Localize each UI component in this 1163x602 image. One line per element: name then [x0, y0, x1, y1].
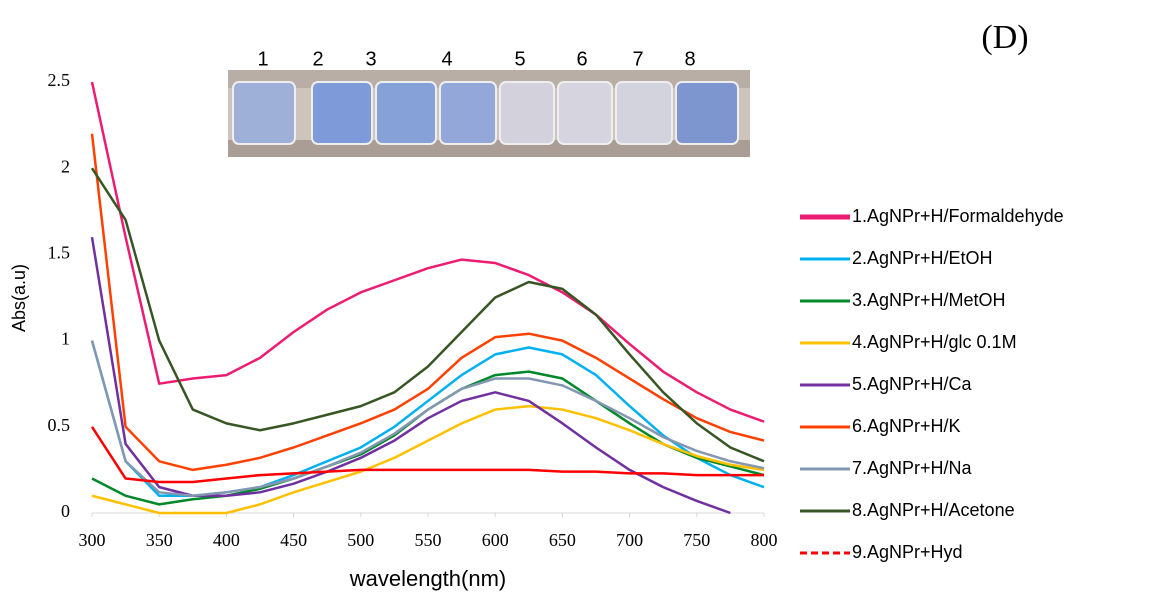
legend-label: 1.AgNPr+H/Formaldehyde [852, 206, 1064, 226]
legend-label: 3.AgNPr+H/MetOH [852, 290, 1006, 310]
legend-label: 6.AgNPr+H/K [852, 416, 961, 436]
x-tick-label: 550 [415, 530, 442, 550]
vial [311, 81, 373, 145]
x-tick-label: 450 [280, 530, 307, 550]
inset-label: 8 [684, 48, 695, 70]
panel-label: (D) [981, 19, 1028, 56]
y-tick-label: 2 [61, 156, 70, 176]
inset-label: 5 [514, 48, 525, 70]
y-tick-label: 2.5 [48, 70, 71, 90]
x-tick-label: 400 [213, 530, 240, 550]
x-tick-label: 350 [146, 530, 173, 550]
vial [439, 81, 497, 145]
legend-label: 2.AgNPr+H/EtOH [852, 248, 993, 268]
x-tick-label: 700 [616, 530, 643, 550]
x-tick-label: 300 [79, 530, 106, 550]
inset-label: 4 [441, 48, 452, 70]
y-tick-label: 1.5 [48, 243, 71, 263]
x-tick-label: 600 [482, 530, 509, 550]
series-line [91, 404, 765, 515]
vial [675, 81, 739, 145]
legend-label: 8.AgNPr+H/Acetone [852, 500, 1015, 520]
legend-label: 5.AgNPr+H/Ca [852, 374, 973, 394]
series-line [90, 340, 765, 498]
inset-label: 2 [312, 48, 323, 70]
x-tick-label: 800 [751, 530, 778, 550]
series-line [90, 167, 765, 463]
vial [375, 81, 437, 145]
y-axis-title: Abs(a.u) [9, 264, 29, 332]
inset-photo [228, 70, 750, 157]
series-line [90, 236, 731, 515]
y-tick-label: 0.5 [48, 415, 71, 435]
vial [232, 81, 296, 145]
inset-label: 1 [257, 48, 268, 70]
vial [557, 81, 613, 145]
inset-label: 7 [632, 48, 643, 70]
series-line [90, 426, 764, 484]
series-line [90, 81, 765, 423]
vial [615, 81, 673, 145]
x-tick-label: 650 [549, 530, 576, 550]
inset-label: 3 [365, 48, 376, 70]
series-line [90, 133, 765, 472]
x-axis-title: wavelength(nm) [349, 566, 507, 591]
y-tick-label: 0 [61, 501, 70, 521]
x-tick-label: 500 [347, 530, 374, 550]
y-tick-label: 1 [61, 329, 70, 349]
x-tick-label: 750 [683, 530, 710, 550]
legend-label: 4.AgNPr+H/glc 0.1M [852, 332, 1017, 352]
inset-label: 6 [576, 48, 587, 70]
legend-label: 7.AgNPr+H/Na [852, 458, 973, 478]
legend-label: 9.AgNPr+Hyd [852, 542, 963, 562]
vial [499, 81, 555, 145]
